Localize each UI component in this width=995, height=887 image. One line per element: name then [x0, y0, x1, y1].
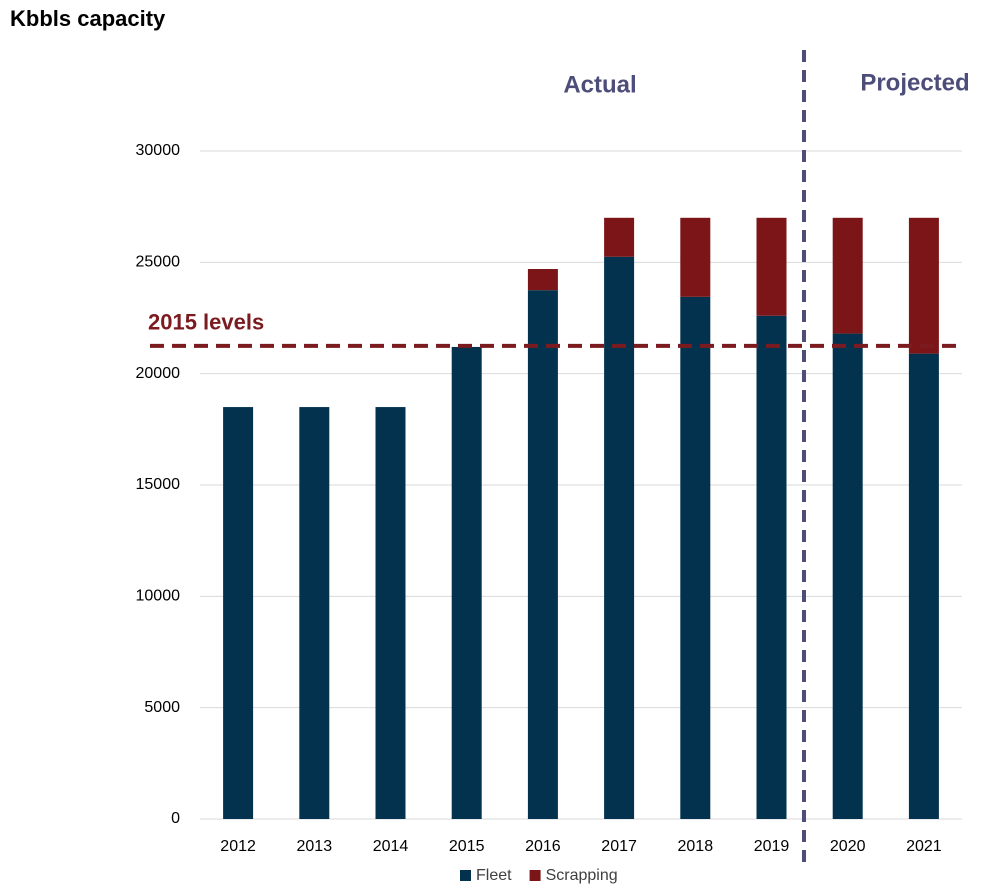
bar-segment [756, 315, 787, 819]
x-tick-label: 2016 [525, 838, 561, 855]
annotation: Actual [563, 71, 636, 98]
bar-segment [908, 217, 939, 354]
bar-segment [680, 217, 711, 297]
bar-segment [527, 269, 558, 291]
reference-label: 2015 levels [148, 310, 264, 335]
y-axis-title: Kbbls capacity [10, 6, 166, 31]
y-tick-label: 15000 [136, 476, 181, 493]
bar-segment [680, 296, 711, 819]
x-tick-label: 2015 [449, 838, 485, 855]
bar-segment [832, 333, 863, 819]
bar-segment [223, 407, 254, 819]
bar-segment [451, 346, 482, 819]
bar-segment [375, 407, 406, 819]
x-tick-label: 2021 [906, 838, 942, 855]
legend-label: Fleet [476, 867, 512, 884]
bar-segment [756, 217, 787, 316]
legend-label: Scrapping [546, 867, 618, 884]
legend-swatch [529, 870, 541, 881]
x-tick-label: 2014 [373, 838, 409, 855]
x-tick-label: 2013 [297, 838, 333, 855]
legend-swatch [460, 870, 471, 881]
y-tick-label: 5000 [144, 699, 180, 716]
y-tick-label: 20000 [136, 365, 181, 382]
x-tick-label: 2019 [754, 838, 790, 855]
y-tick-label: 10000 [136, 588, 181, 605]
annotation: Projected [860, 69, 969, 96]
y-tick-label: 25000 [136, 254, 181, 271]
bar-segment [908, 353, 939, 819]
bar-segment [604, 217, 635, 257]
x-tick-label: 2017 [601, 838, 637, 855]
x-tick-label: 2012 [220, 838, 256, 855]
bar-segment [832, 217, 863, 334]
bar-segment [299, 407, 330, 819]
y-tick-label: 30000 [136, 142, 181, 159]
bar-segment [527, 290, 558, 820]
x-tick-label: 2018 [678, 838, 714, 855]
bar-segment [604, 256, 635, 819]
y-tick-label: 0 [171, 810, 180, 827]
x-tick-label: 2020 [830, 838, 866, 855]
